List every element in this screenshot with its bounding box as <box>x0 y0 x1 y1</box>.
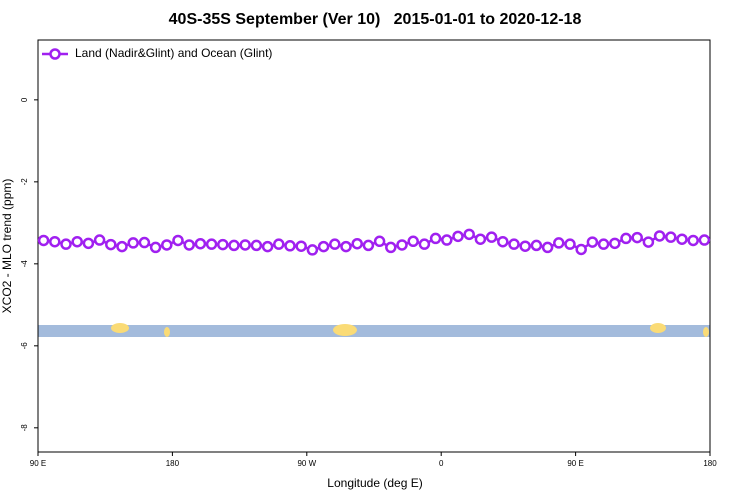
x-tick-label: 0 <box>439 459 444 468</box>
point <box>508 238 520 250</box>
point <box>698 234 711 246</box>
point <box>373 235 386 248</box>
point <box>665 231 677 243</box>
point <box>631 231 643 244</box>
point <box>642 236 655 248</box>
point <box>217 238 229 251</box>
point <box>407 235 419 248</box>
point <box>418 238 431 250</box>
point <box>71 235 83 248</box>
point <box>49 235 61 248</box>
point <box>306 244 319 256</box>
point <box>116 240 128 253</box>
point <box>362 239 375 252</box>
point <box>463 228 475 241</box>
point <box>575 243 587 256</box>
point <box>497 235 509 248</box>
y-tick-label: -2 <box>20 178 29 186</box>
point <box>261 240 274 253</box>
point <box>441 234 453 246</box>
point <box>586 236 599 248</box>
point <box>284 240 296 252</box>
point <box>105 238 117 251</box>
point <box>687 234 699 247</box>
point <box>620 232 632 245</box>
point <box>161 239 173 251</box>
point <box>127 237 139 249</box>
point <box>273 238 285 250</box>
point <box>530 239 543 252</box>
x-tick-label: 90 E <box>567 459 583 468</box>
point <box>194 237 207 250</box>
point <box>452 230 464 243</box>
point <box>597 238 610 250</box>
point <box>429 232 442 245</box>
chart-title: 40S-35S September (Ver 10) 2015-01-01 to… <box>169 11 582 28</box>
point <box>329 238 341 250</box>
point <box>172 234 184 247</box>
point <box>37 234 50 247</box>
point <box>149 241 162 254</box>
y-tick-label: 0 <box>20 97 29 102</box>
plot-frame <box>37 39 711 453</box>
x-tick-label: 90 E <box>30 459 46 468</box>
point <box>553 237 565 249</box>
x-tick-label: 90 W <box>297 459 316 468</box>
point <box>183 239 195 251</box>
point <box>317 240 330 253</box>
x-tick-label: 180 <box>166 459 180 468</box>
y-axis-label: XCO2 - MLO trend (ppm) <box>0 179 14 314</box>
point <box>609 237 621 250</box>
point <box>239 239 251 251</box>
point <box>138 236 151 249</box>
point <box>93 234 106 246</box>
point <box>541 241 554 254</box>
point <box>228 239 240 252</box>
point <box>205 238 218 250</box>
point <box>485 231 498 243</box>
point <box>676 233 688 245</box>
point <box>564 238 576 250</box>
point <box>653 230 666 242</box>
map-strip <box>38 323 710 337</box>
y-tick-label: -4 <box>20 260 29 268</box>
x-tick-label: 180 <box>703 459 717 468</box>
point <box>82 237 95 250</box>
legend-label: Land (Nadir&Glint) and Ocean (Glint) <box>75 46 272 60</box>
point <box>519 240 531 252</box>
point <box>351 237 363 250</box>
y-tick-label: -6 <box>20 342 29 350</box>
x-axis-label: Longitude (deg E) <box>327 476 422 490</box>
point <box>396 239 408 251</box>
point <box>474 233 487 245</box>
y-tick-label: -8 <box>20 424 29 432</box>
point <box>295 240 307 252</box>
legend-marker <box>49 48 61 60</box>
point <box>385 241 397 254</box>
point <box>250 239 263 252</box>
point <box>60 238 72 250</box>
point <box>340 240 352 253</box>
